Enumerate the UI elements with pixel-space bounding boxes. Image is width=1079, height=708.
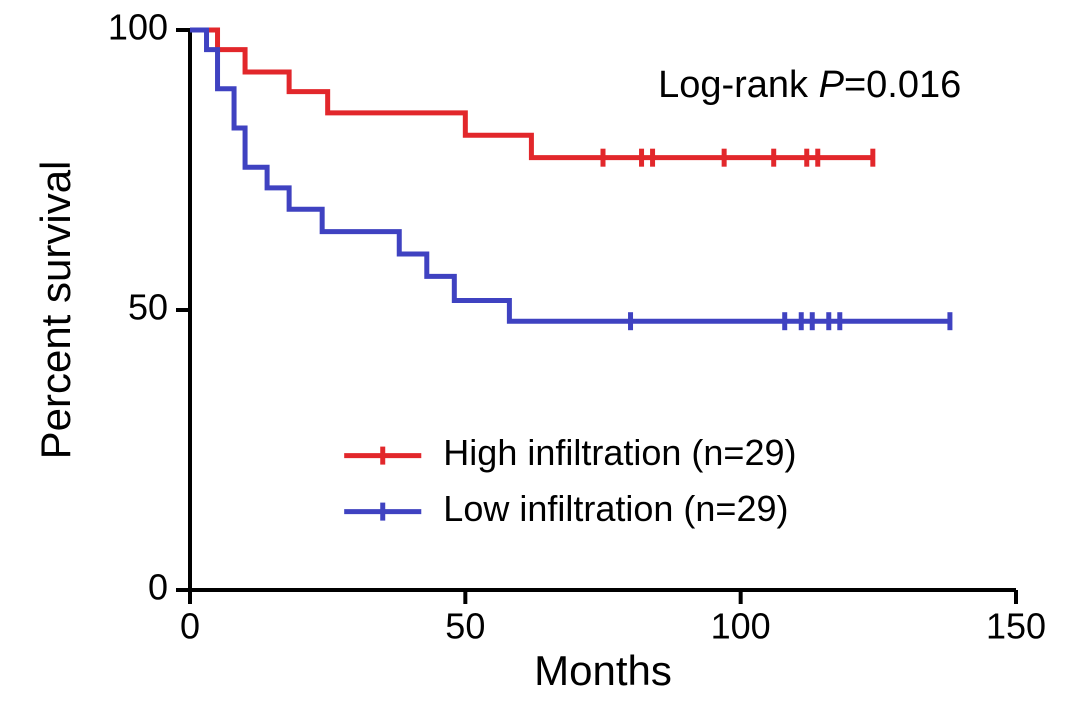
y-tick-label: 100 xyxy=(108,7,168,48)
y-tick-label: 0 xyxy=(148,567,168,608)
x-tick-label: 100 xyxy=(711,605,771,646)
legend-label: High infiltration (n=29) xyxy=(443,432,796,473)
x-axis-title: Months xyxy=(534,647,672,694)
x-tick-label: 0 xyxy=(180,605,200,646)
kaplan-meier-chart: 0 50 100 0 50 100 150 Percent survival Months Log… xyxy=(0,0,1079,708)
log-rank-annotation: Log-rank P=0.016 xyxy=(658,64,961,106)
legend-label: Low infiltration (n=29) xyxy=(443,488,788,529)
x-tick-label: 50 xyxy=(445,605,485,646)
x-tick-label: 150 xyxy=(986,605,1046,646)
survival-chart-container: 0 50 100 0 50 100 150 Percent survival Months Log… xyxy=(0,0,1079,708)
y-axis-title: Percent survival xyxy=(32,161,79,460)
y-tick-label: 50 xyxy=(128,287,168,328)
